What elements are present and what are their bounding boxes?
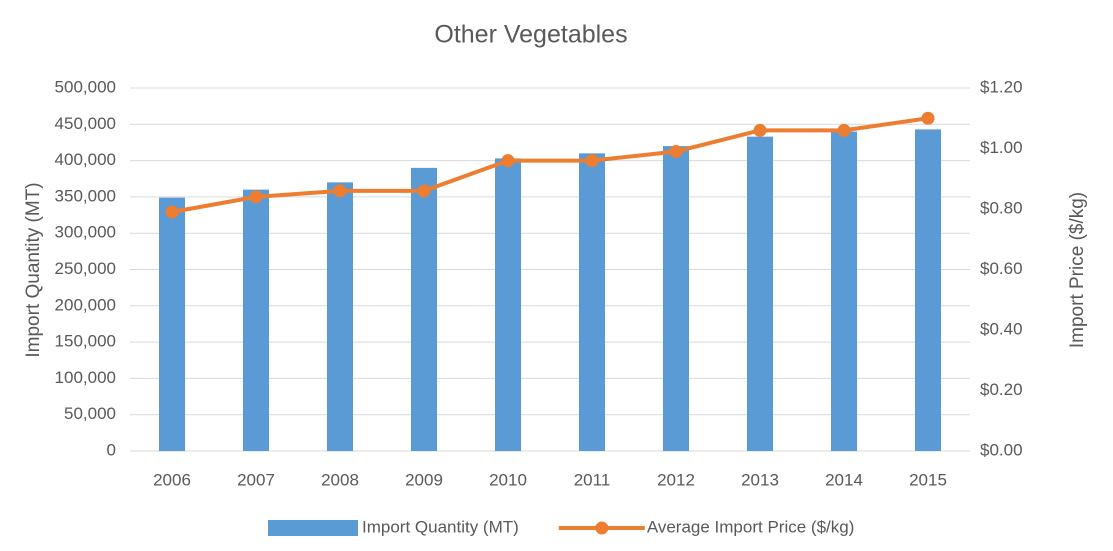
x-tick-label: 2008 <box>321 470 359 489</box>
y-axis-title: Import Quantity (MT) <box>23 182 44 357</box>
legend-label: Average Import Price ($/kg) <box>647 517 855 536</box>
y2-tick-label: $0.40 <box>980 319 1023 338</box>
price-marker <box>249 190 263 204</box>
price-marker <box>753 123 767 137</box>
bar <box>242 189 270 451</box>
price-marker <box>669 145 683 159</box>
x-tick-label: 2015 <box>909 470 947 489</box>
y-tick-label: 250,000 <box>55 259 116 278</box>
bar <box>326 182 354 451</box>
chart-title: Other Vegetables <box>434 21 627 49</box>
y2-tick-label: $0.00 <box>980 440 1023 459</box>
x-tick-label: 2006 <box>153 470 191 489</box>
y-tick-label: 100,000 <box>55 368 116 387</box>
price-marker <box>417 184 431 198</box>
y2-tick-label: $0.80 <box>980 198 1023 217</box>
legend-marker <box>595 521 609 535</box>
y-tick-label: 500,000 <box>55 77 116 96</box>
x-tick-label: 2014 <box>825 470 863 489</box>
y-tick-label: 50,000 <box>64 404 116 423</box>
price-marker <box>501 154 515 168</box>
bar <box>746 136 774 451</box>
price-line <box>171 116 929 214</box>
x-tick-label: 2013 <box>741 470 779 489</box>
price-marker <box>837 123 851 137</box>
price-marker <box>165 205 179 219</box>
x-tick-label: 2009 <box>405 470 443 489</box>
price-marker <box>585 154 599 168</box>
y-tick-label: 150,000 <box>55 332 116 351</box>
bar <box>158 197 186 451</box>
x-tick-label: 2011 <box>574 470 611 489</box>
y-tick-label: 0 <box>107 440 116 459</box>
y2-tick-label: $1.00 <box>980 138 1023 157</box>
y-tick-label: 200,000 <box>55 295 116 314</box>
bar <box>914 129 942 451</box>
bar <box>494 158 522 451</box>
bar <box>662 146 690 451</box>
y2-tick-label: $0.20 <box>980 380 1023 399</box>
y-tick-label: 400,000 <box>55 150 116 169</box>
legend-label: Import Quantity (MT) <box>362 517 519 536</box>
legend-swatch <box>268 520 358 536</box>
x-tick-label: 2007 <box>237 470 275 489</box>
y-tick-label: 300,000 <box>55 223 116 242</box>
y-tick-label: 350,000 <box>55 186 116 205</box>
y2-tick-label: $0.60 <box>980 259 1023 278</box>
price-marker <box>333 184 347 198</box>
y-tick-label: 450,000 <box>55 114 116 133</box>
x-tick-label: 2012 <box>657 470 695 489</box>
y2-axis-title: Import Price ($/kg) <box>1067 192 1088 348</box>
bar <box>578 153 606 451</box>
y2-tick-label: $1.20 <box>980 77 1023 96</box>
bar <box>410 167 438 452</box>
bar <box>830 131 858 451</box>
price-marker <box>921 111 935 125</box>
x-tick-label: 2010 <box>489 470 527 489</box>
